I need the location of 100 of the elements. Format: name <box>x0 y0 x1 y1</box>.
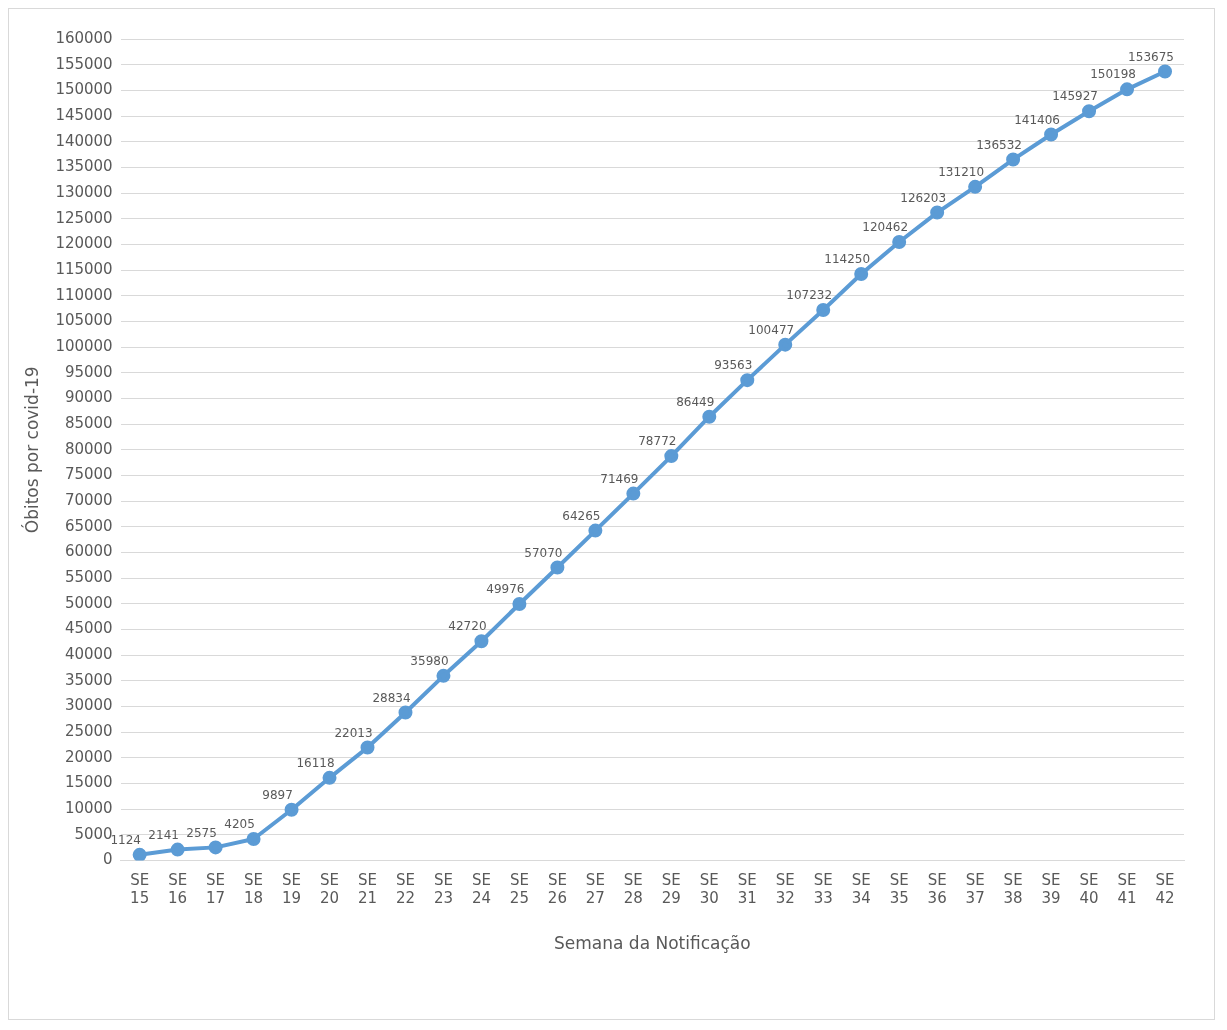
data-label: 86449 <box>676 394 715 409</box>
x-tick-label: SE 26 <box>547 871 567 908</box>
x-tick-label: SE 31 <box>737 871 757 908</box>
data-label: 35980 <box>410 653 449 668</box>
point <box>1120 82 1135 97</box>
point <box>778 337 793 352</box>
y-tick-label: 30000 <box>64 696 113 715</box>
y-tick-label: 90000 <box>64 388 113 407</box>
point <box>1158 64 1173 79</box>
y-tick-label: 55000 <box>64 568 113 587</box>
point <box>246 832 261 847</box>
y-tick-label: 0 <box>103 850 113 869</box>
point <box>550 560 565 575</box>
y-tick-label: 130000 <box>55 182 113 201</box>
y-tick-label: 140000 <box>55 131 113 150</box>
y-tick-label: 40000 <box>64 645 113 664</box>
point <box>284 802 299 817</box>
y-tick-label: 95000 <box>64 362 113 381</box>
y-tick-label: 5000 <box>74 824 113 843</box>
data-label: 126203 <box>900 190 947 205</box>
x-tick-label: SE 30 <box>699 871 719 908</box>
data-label: 114250 <box>824 252 871 267</box>
x-tick-label: SE 16 <box>168 871 188 908</box>
x-tick-label: SE 27 <box>585 871 605 908</box>
x-tick-label: SE 33 <box>813 871 833 908</box>
x-tick-label: SE 24 <box>471 871 491 908</box>
y-tick-label: 80000 <box>64 439 113 458</box>
point <box>626 486 641 501</box>
x-tick-label: SE 21 <box>357 871 378 908</box>
x-tick-label: SE 25 <box>509 871 529 908</box>
point <box>170 842 185 857</box>
data-label: 131210 <box>938 164 985 179</box>
data-label: 150198 <box>1090 67 1136 82</box>
y-tick-label: 145000 <box>55 105 113 124</box>
y-tick-label: 45000 <box>64 619 113 638</box>
y-tick-label: 155000 <box>55 54 113 73</box>
data-label: 22013 <box>334 725 373 740</box>
data-label: 78772 <box>638 434 677 449</box>
point <box>892 235 907 250</box>
y-tick-label: 115000 <box>55 259 113 278</box>
x-tick-label: SE 35 <box>889 871 909 908</box>
point <box>702 409 717 424</box>
y-tick-label: 150000 <box>55 80 113 99</box>
x-tick-label: SE 22 <box>395 871 416 908</box>
y-tick-label: 100000 <box>55 336 113 355</box>
x-tick-label: SE 36 <box>927 871 947 908</box>
x-tick-label: SE 18 <box>244 871 264 908</box>
point <box>474 634 489 649</box>
y-tick-label: 60000 <box>64 542 113 561</box>
point <box>664 449 679 464</box>
y-tick-label: 125000 <box>55 208 113 227</box>
y-tick-label: 85000 <box>64 414 113 433</box>
data-label: 120462 <box>862 220 909 235</box>
y-tick-label: 50000 <box>64 593 113 612</box>
x-tick-label: SE 28 <box>623 871 643 908</box>
y-tick-label: 75000 <box>64 465 113 484</box>
y-tick-label: 10000 <box>64 799 113 818</box>
point <box>740 373 755 388</box>
point <box>1082 104 1097 119</box>
y-tick-label: 65000 <box>64 516 113 535</box>
data-label: 16118 <box>296 755 335 770</box>
point <box>816 302 831 317</box>
point <box>588 523 603 538</box>
x-tick-label: SE 20 <box>319 871 340 908</box>
data-label: 57070 <box>524 545 563 560</box>
x-tick-label: SE 38 <box>1003 871 1023 908</box>
data-label: 141406 <box>1014 112 1060 127</box>
x-tick-label: SE 32 <box>775 871 795 908</box>
point <box>360 740 375 755</box>
y-tick-label: 35000 <box>64 670 113 689</box>
y-tick-label: 160000 <box>55 28 113 47</box>
y-tick-label: 120000 <box>55 234 113 253</box>
x-tick-label: SE 42 <box>1155 871 1175 908</box>
data-label: 9897 <box>262 787 293 802</box>
data-label: 136532 <box>976 137 1023 152</box>
y-tick-label: 25000 <box>64 722 113 741</box>
point <box>854 266 869 281</box>
point <box>1006 152 1021 167</box>
data-label: 107232 <box>786 288 833 303</box>
x-tick-label: SE 23 <box>433 871 454 908</box>
data-label: 100477 <box>748 322 795 337</box>
point <box>322 770 337 785</box>
x-tick-label: SE 37 <box>965 871 985 908</box>
x-tick-label: SE 17 <box>206 871 226 908</box>
data-label: 4205 <box>224 817 255 832</box>
point <box>436 668 451 683</box>
point <box>968 179 983 194</box>
x-tick-label: SE 41 <box>1117 871 1137 908</box>
x-tick-label: SE 34 <box>851 871 871 908</box>
y-tick-label: 15000 <box>64 773 113 792</box>
point <box>930 205 945 220</box>
x-tick-label: SE 15 <box>130 871 150 908</box>
y-axis-title: Óbitos por covid-19 <box>20 366 42 534</box>
y-tick-label: 105000 <box>55 311 113 330</box>
data-label: 2575 <box>186 825 217 840</box>
data-label: 93563 <box>714 358 753 373</box>
point <box>398 705 413 720</box>
data-label: 42720 <box>448 619 487 634</box>
x-tick-label: SE 19 <box>282 871 302 908</box>
x-tick-label: SE 40 <box>1079 871 1099 908</box>
